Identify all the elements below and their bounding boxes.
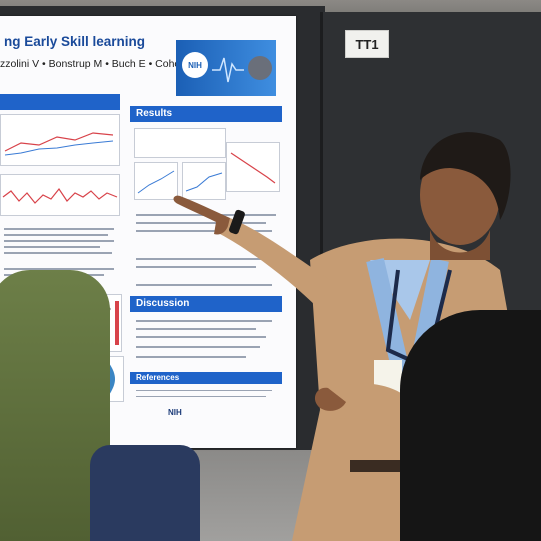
text-line [136, 266, 256, 268]
text-line [4, 240, 114, 242]
results-bar: Results [130, 106, 282, 122]
nih-logo-icon: NIH [182, 52, 208, 78]
text-line [4, 246, 100, 248]
poster-authors: zzolini V • Bonstrup M • Buch E • Cohen … [0, 58, 204, 70]
methods-bar [0, 94, 120, 110]
text-line [136, 230, 272, 232]
decline-chart [226, 142, 280, 192]
text-line [4, 234, 108, 236]
text-line [4, 252, 112, 254]
brain-wave-icon [212, 56, 272, 83]
decline-plot [230, 152, 276, 184]
text-line [136, 284, 272, 286]
text-line [4, 228, 114, 230]
text-line [136, 222, 266, 224]
text-line [136, 328, 256, 330]
small-plot-a [137, 170, 175, 194]
small-chart-b [182, 162, 226, 200]
text-line [136, 390, 272, 391]
small-plot-b [185, 172, 223, 192]
text-line [136, 396, 266, 397]
text-line [136, 346, 260, 348]
small-chart-a [134, 162, 178, 200]
text-line [136, 320, 272, 322]
learning-curve-chart [0, 114, 120, 166]
text-line [136, 356, 246, 358]
poster-title: ng Early Skill learning [4, 34, 146, 49]
curve-plot [4, 132, 114, 156]
text-line [4, 268, 114, 270]
text-line [136, 258, 276, 260]
pupil-diameter-chart [0, 174, 120, 216]
icons-row [134, 128, 226, 158]
text-line [136, 336, 266, 338]
nih-footer-logo: NIH [168, 408, 182, 417]
person-dark-coat [400, 310, 541, 541]
references-bar: References [130, 372, 282, 384]
booth-label: TT1 [345, 30, 389, 58]
pupil-plot [2, 187, 118, 204]
poster-banner: NIH [176, 40, 276, 96]
discussion-bar: Discussion [130, 296, 282, 312]
blue-jacket [90, 445, 200, 541]
